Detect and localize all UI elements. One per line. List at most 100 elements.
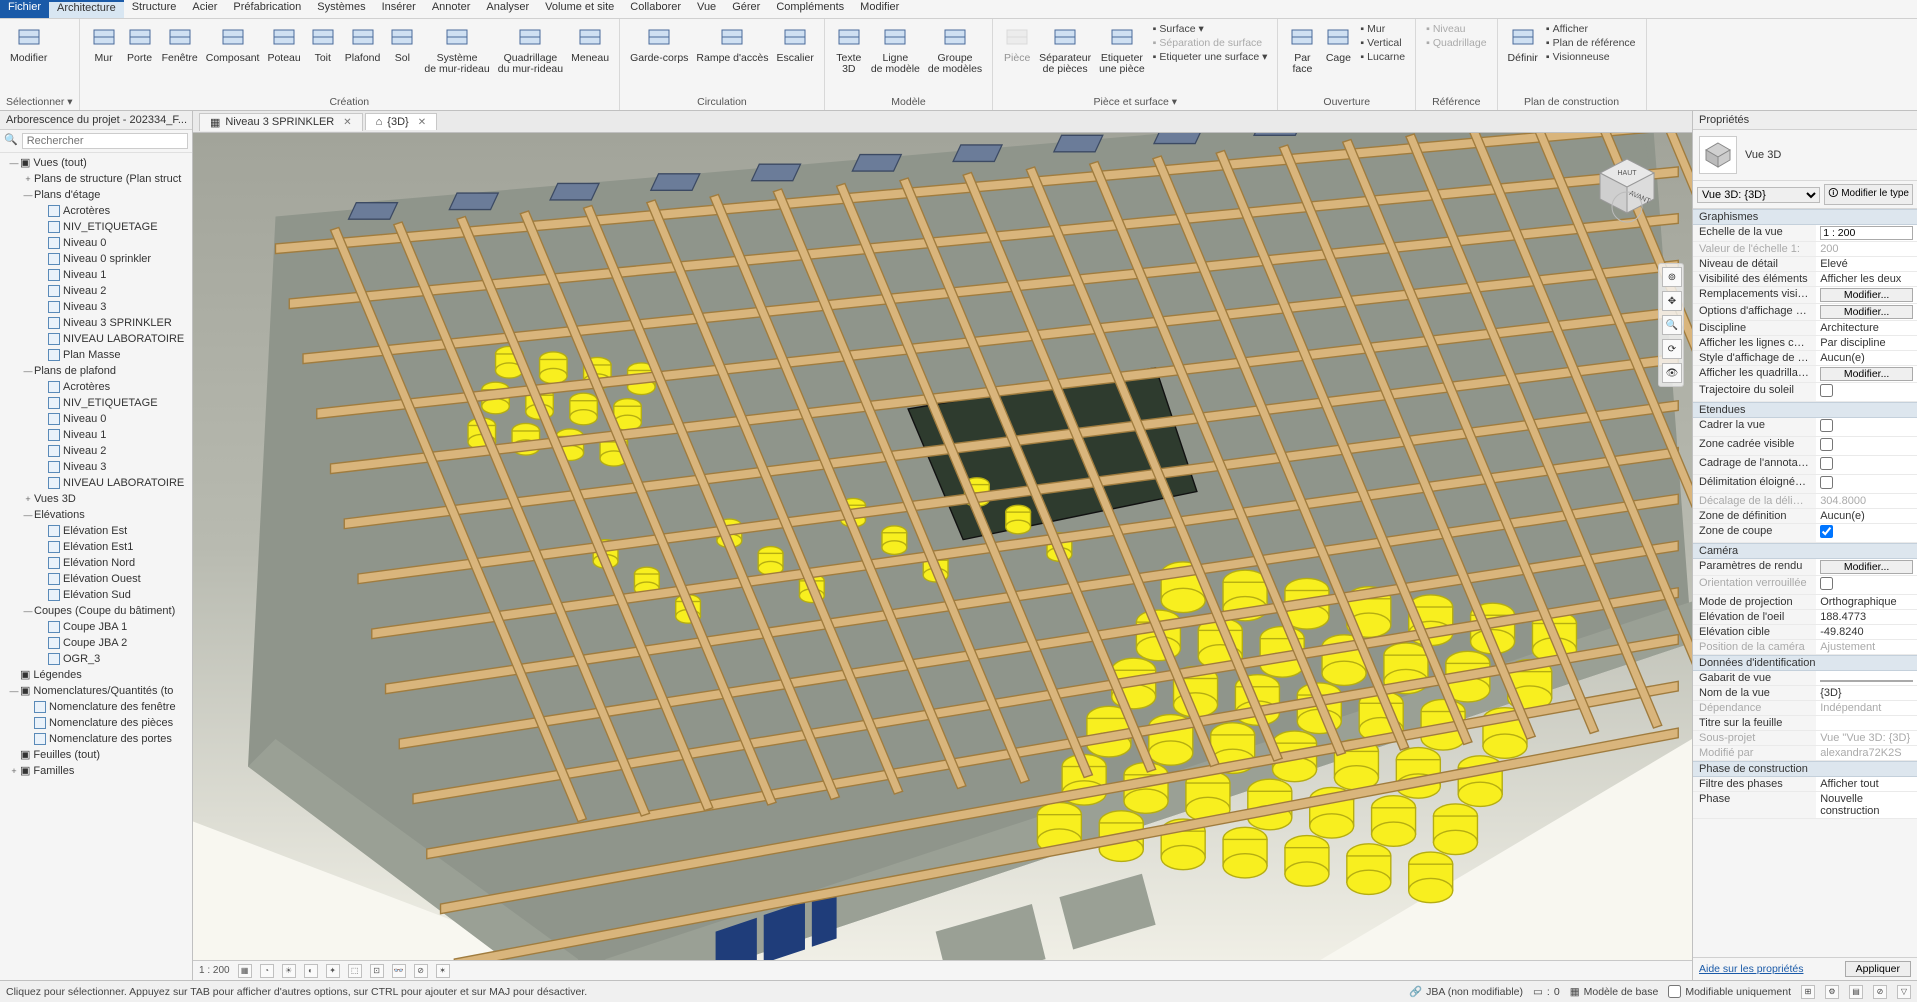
shadows-icon[interactable]: ◐ <box>304 964 318 978</box>
status-workset[interactable]: Modèle de base <box>1584 986 1659 998</box>
menu-tab-acier[interactable]: Acier <box>184 0 225 18</box>
tree-item[interactable]: Niveau 1 <box>0 427 192 443</box>
edit-type-button[interactable]: 🛈 Modifier le type <box>1824 184 1913 205</box>
tree-item[interactable]: Elévation Est <box>0 523 192 539</box>
tree-item[interactable]: Elévation Est1 <box>0 539 192 555</box>
menu-tab-analyser[interactable]: Analyser <box>478 0 537 18</box>
ribbon-stack-item[interactable]: ▪ Surface ▾ <box>1153 23 1268 35</box>
tree-item[interactable]: Plan Masse <box>0 347 192 363</box>
ribbon-stack-item[interactable]: ▪ Lucarne <box>1360 51 1405 63</box>
tree-item[interactable]: Nomenclature des portes <box>0 731 192 747</box>
ribbon-ceiling[interactable]: Plafond <box>341 21 385 66</box>
tree-item[interactable]: Niveau 0 <box>0 411 192 427</box>
ribbon-column[interactable]: Poteau <box>263 21 304 66</box>
prop-checkbox[interactable] <box>1820 476 1833 489</box>
ribbon-roomsep[interactable]: Séparateur de pièces <box>1035 21 1095 77</box>
tree-toggle-icon[interactable]: — <box>22 507 34 523</box>
tree-toggle-icon[interactable]: — <box>22 603 34 619</box>
tree-item[interactable]: Elévation Sud <box>0 587 192 603</box>
ribbon-text3d[interactable]: Texte 3D <box>831 21 867 77</box>
view-scale-label[interactable]: 1 : 200 <box>199 965 230 976</box>
ribbon-door[interactable]: Porte <box>122 21 158 66</box>
nav-zoom-icon[interactable]: 🔍 <box>1662 315 1682 335</box>
prop-value[interactable]: 188.4773 <box>1820 611 1866 623</box>
ribbon-stack-item[interactable]: ▪ Visionneuse <box>1546 51 1636 63</box>
prop-edit-button[interactable]: Modifier... <box>1820 305 1913 319</box>
tree-item[interactable]: Niveau 3 <box>0 459 192 475</box>
visual-style-icon[interactable]: ◔ <box>260 964 274 978</box>
ribbon-roof[interactable]: Toit <box>305 21 341 66</box>
prop-checkbox[interactable] <box>1820 525 1833 538</box>
viewport-3d[interactable]: HAUT AVANT ⊚ ✥ 🔍 ⟳ 👁 <box>193 133 1692 960</box>
tree-item[interactable]: +Plans de structure (Plan struct <box>0 171 192 187</box>
menu-tab-collaborer[interactable]: Collaborer <box>622 0 689 18</box>
ribbon-cursor[interactable]: Modifier <box>6 21 51 66</box>
nav-wheel-icon[interactable]: ⊚ <box>1662 267 1682 287</box>
ribbon-byface[interactable]: Par face <box>1284 21 1320 77</box>
tree-item[interactable]: Acrotères <box>0 379 192 395</box>
tree-toggle-icon[interactable]: — <box>22 187 34 203</box>
crop-visible-icon[interactable]: ⊡ <box>370 964 384 978</box>
prop-section-header[interactable]: Données d'identification <box>1693 655 1917 671</box>
tree-item[interactable]: —▣Vues (tout) <box>0 155 192 171</box>
prop-section-header[interactable]: Graphismes <box>1693 209 1917 225</box>
view-cube[interactable]: HAUT AVANT <box>1592 153 1662 223</box>
status-icon-2[interactable]: ⚙ <box>1825 985 1839 999</box>
view-tab[interactable]: ⌂{3D}✕ <box>365 113 437 130</box>
tree-item[interactable]: Niveau 2 <box>0 283 192 299</box>
prop-value[interactable]: Nouvelle construction <box>1820 793 1879 817</box>
ribbon-ramp[interactable]: Rampe d'accès <box>692 21 772 66</box>
tree-item[interactable]: OGR_3 <box>0 651 192 667</box>
tree-item[interactable]: NIV_ETIQUETAGE <box>0 395 192 411</box>
prop-checkbox[interactable] <box>1820 438 1833 451</box>
menu-tab-volume et site[interactable]: Volume et site <box>537 0 622 18</box>
detail-level-icon[interactable]: ▦ <box>238 964 252 978</box>
tree-item[interactable]: Nomenclature des fenêtre <box>0 699 192 715</box>
ribbon-mullion[interactable]: Meneau <box>567 21 613 66</box>
menu-tab-préfabrication[interactable]: Préfabrication <box>225 0 309 18</box>
tree-item[interactable]: Elévation Nord <box>0 555 192 571</box>
prop-value[interactable]: Par discipline <box>1820 337 1885 349</box>
properties-grid[interactable]: GraphismesEchelle de la vueValeur de l'é… <box>1693 209 1917 957</box>
tree-item[interactable]: Elévation Ouest <box>0 571 192 587</box>
menu-tab-insérer[interactable]: Insérer <box>374 0 424 18</box>
tree-item[interactable]: —Plans de plafond <box>0 363 192 379</box>
ribbon-mgroup[interactable]: Groupe de modèles <box>924 21 986 77</box>
ribbon-component[interactable]: Composant <box>202 21 264 66</box>
prop-edit-button[interactable]: Modifier... <box>1820 288 1913 302</box>
nav-pan-icon[interactable]: ✥ <box>1662 291 1682 311</box>
prop-edit-button[interactable]: Modifier... <box>1820 367 1913 381</box>
tree-item[interactable]: ▣Feuilles (tout) <box>0 747 192 763</box>
prop-checkbox[interactable] <box>1820 419 1833 432</box>
filter-icon[interactable]: ▽ <box>1897 985 1911 999</box>
menu-tab-modifier[interactable]: Modifier <box>852 0 907 18</box>
ribbon-roomtag[interactable]: Etiqueter une pièce <box>1095 21 1149 77</box>
prop-edit-button[interactable]: Modifier... <box>1820 560 1913 574</box>
tree-item[interactable]: ▣Légendes <box>0 667 192 683</box>
sun-path-icon[interactable]: ☀ <box>282 964 296 978</box>
tree-item[interactable]: Niveau 3 <box>0 299 192 315</box>
menu-tab-vue[interactable]: Vue <box>689 0 724 18</box>
ribbon-mline[interactable]: Ligne de modèle <box>867 21 924 77</box>
prop-value[interactable]: Aucun(e) <box>1820 510 1865 522</box>
menu-tab-annoter[interactable]: Annoter <box>424 0 479 18</box>
tree-item[interactable]: NIVEAU LABORATOIRE <box>0 475 192 491</box>
tree-item[interactable]: Acrotères <box>0 203 192 219</box>
tree-item[interactable]: Niveau 3 SPRINKLER <box>0 315 192 331</box>
ribbon-shaft[interactable]: Cage <box>1320 21 1356 66</box>
ribbon-stack-item[interactable]: ▪ Afficher <box>1546 23 1636 35</box>
menu-tab-architecture[interactable]: Architecture <box>49 0 124 18</box>
ribbon-stair[interactable]: Escalier <box>772 21 817 66</box>
prop-value[interactable]: Afficher les deux <box>1820 273 1901 285</box>
close-icon[interactable]: ✕ <box>418 117 426 128</box>
view-control-bar[interactable]: 1 : 200 ▦ ◔ ☀ ◐ ✦ ⬚ ⊡ 👓 ⊘ ✶ <box>193 960 1692 980</box>
prop-value[interactable]: Aucun(e) <box>1820 352 1865 364</box>
tree-item[interactable]: +▣Familles <box>0 763 192 779</box>
ribbon-railing[interactable]: Garde-corps <box>626 21 692 66</box>
prop-value[interactable]: Afficher tout <box>1820 778 1879 790</box>
menu-tab-compléments[interactable]: Compléments <box>768 0 852 18</box>
prop-checkbox[interactable] <box>1820 384 1833 397</box>
tree-item[interactable]: —▣Nomenclatures/Quantités (to <box>0 683 192 699</box>
prop-value[interactable]: {3D} <box>1820 687 1841 699</box>
tree-item[interactable]: —Plans d'étage <box>0 187 192 203</box>
